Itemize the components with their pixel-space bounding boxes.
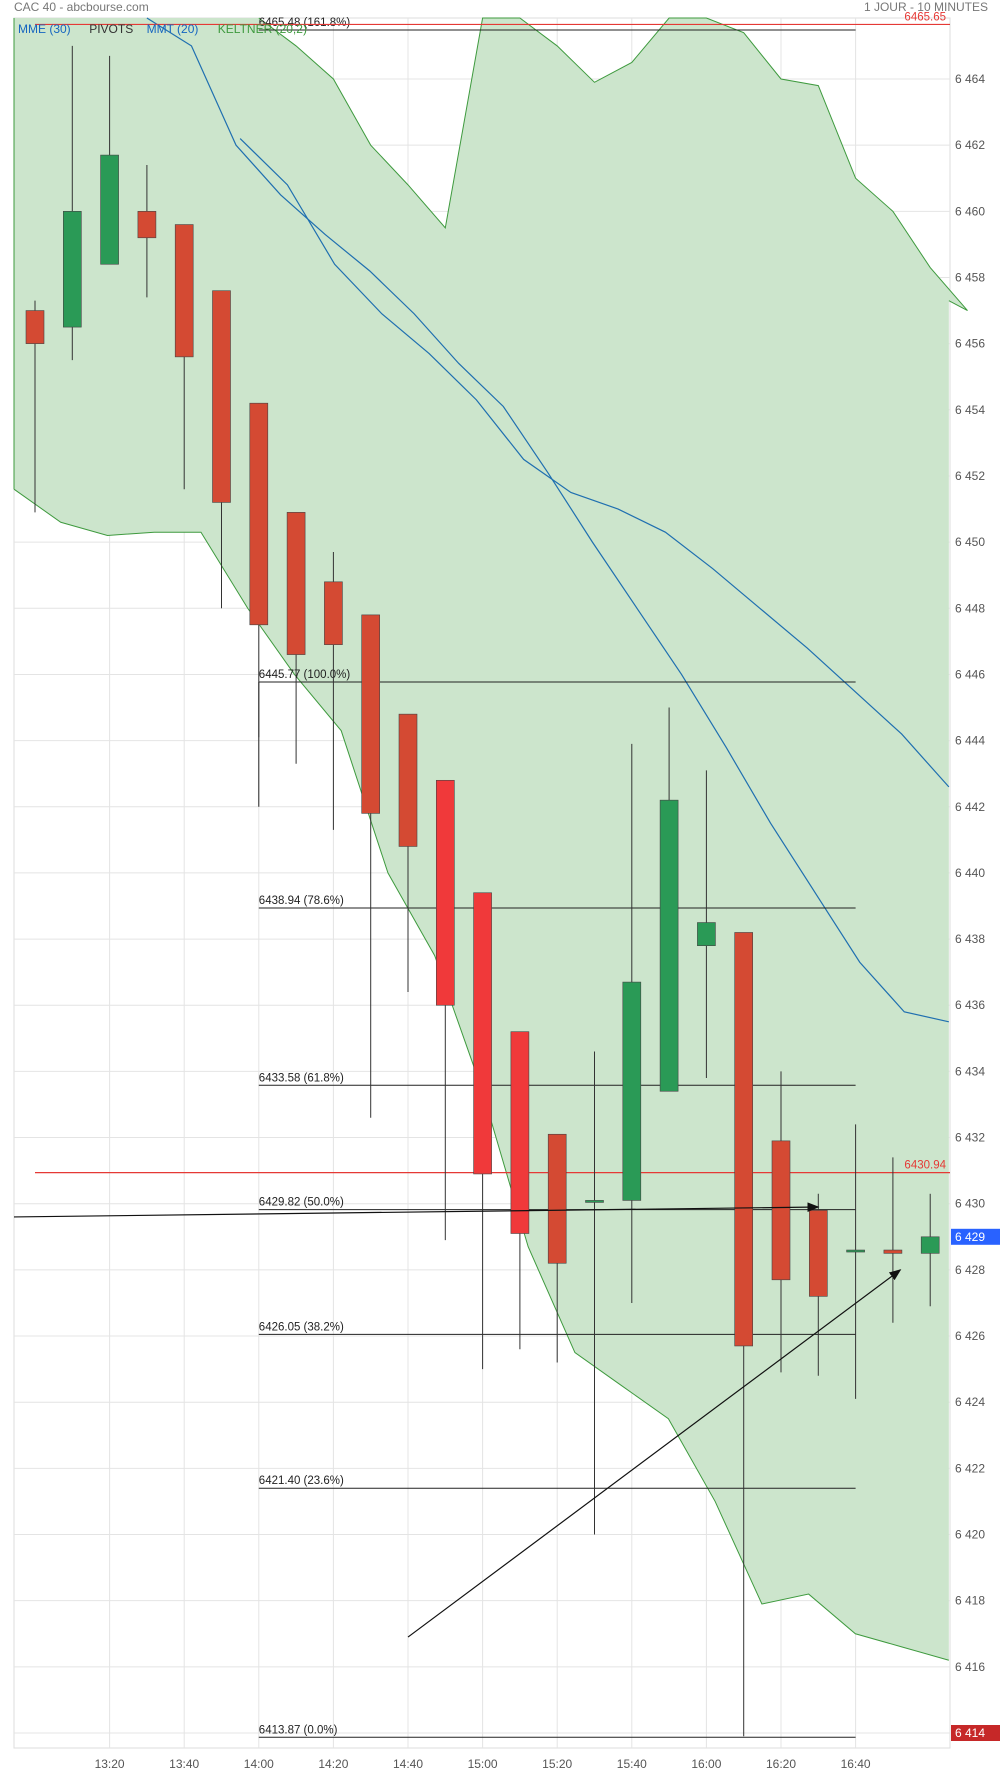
candle-body [510, 1031, 530, 1234]
y-tick-label: 6 416 [955, 1660, 985, 1674]
y-tick-label: 6 424 [955, 1395, 985, 1409]
x-tick-label: 13:40 [169, 1757, 199, 1771]
keltner-fill [14, 18, 968, 1661]
candle-body [435, 779, 455, 1006]
y-tick-label: 6 438 [955, 932, 985, 946]
candle-body [137, 211, 157, 239]
fib-label: 6465.48 (161.8%) [259, 17, 351, 29]
y-tick-label: 6 426 [955, 1329, 985, 1343]
candle-body [920, 1236, 940, 1254]
y-tick-label: 6 418 [955, 1594, 985, 1608]
x-tick-label: 16:00 [691, 1757, 721, 1771]
keltner-band [13, 17, 968, 1661]
last-price-label: 6 429 [955, 1230, 985, 1244]
last-price-tag [951, 1228, 1000, 1245]
fib-label: 6413.87 (0.0%) [259, 1724, 338, 1736]
x-tick-label: 13:20 [95, 1757, 125, 1771]
y-tick-label: 6 452 [955, 469, 985, 483]
candle-body [883, 1249, 903, 1254]
x-tick-label: 15:00 [468, 1757, 498, 1771]
x-tick-label: 14:20 [318, 1757, 348, 1771]
y-tick-label: 6 448 [955, 601, 985, 615]
y-tick-label: 6 462 [955, 138, 985, 152]
trend-lines [13, 1202, 902, 1638]
candle-body [324, 581, 343, 645]
mme30-line [146, 17, 949, 1023]
candle-body [808, 1210, 828, 1297]
candle-body [659, 799, 679, 1092]
legend: MME (30) PIVOTS MMT (20) KELTNER (20,2) [18, 22, 307, 36]
candle-body [62, 211, 82, 328]
candle-body [286, 512, 306, 655]
candle-body [174, 224, 194, 358]
candle-body [734, 932, 754, 1347]
fibonacci-levels: 6465.48 (161.8%) 6445.77 (100.0%) 6438.94 … [258, 17, 856, 1738]
y-tick-label: 6 440 [955, 866, 985, 880]
y-tick-label: 6 464 [955, 72, 985, 86]
trend-line [13, 1202, 820, 1218]
trend-line [407, 1269, 902, 1638]
fib-label: 6421.40 (23.6%) [259, 1475, 344, 1487]
y-tick-label: 6 428 [955, 1263, 985, 1277]
candle-body [585, 1200, 604, 1203]
candle-body [473, 892, 492, 1175]
candle-body [361, 614, 381, 814]
legend-item: MME (30) [18, 22, 71, 36]
period-label: 1 JOUR - 10 MINUTES [863, 0, 988, 14]
fib-label: 6426.05 (38.2%) [259, 1321, 344, 1333]
legend-item: PIVOTS [89, 22, 133, 36]
keltner-upper-line [258, 17, 968, 312]
candle-body [846, 1249, 865, 1253]
candle-body [249, 402, 269, 626]
y-tick-label: 6 432 [955, 1131, 985, 1145]
candle-body [622, 981, 642, 1201]
x-tick-label: 14:00 [244, 1757, 274, 1771]
y-tick-label: 6 442 [955, 800, 985, 814]
candle-body [398, 713, 418, 847]
fib-label: 6429.82 (50.0%) [259, 1197, 344, 1209]
y-tick-label: 6 422 [955, 1461, 985, 1475]
plot-frame [13, 17, 951, 1749]
y-tick-label: 6 436 [955, 998, 985, 1012]
chart-title: CAC 40 - abcbourse.com [14, 0, 149, 14]
moving-averages [146, 17, 950, 1023]
pivot-lines: 6465.65 6430.94 [35, 11, 950, 1174]
x-tick-label: 15:40 [617, 1757, 647, 1771]
y-tick-label: 6 434 [955, 1064, 985, 1078]
candle-body [771, 1140, 791, 1281]
y-tick-label: 6 458 [955, 270, 985, 284]
x-tick-label: 16:40 [841, 1757, 871, 1771]
y-tick-label: 6 444 [955, 734, 985, 748]
y-tick-label: 6 454 [955, 403, 985, 417]
candle-body [697, 922, 716, 946]
candle-body [100, 154, 119, 265]
min-price-tag [951, 1725, 1000, 1741]
y-tick-label: 6 460 [955, 204, 985, 218]
fib-label: 6433.58 (61.8%) [259, 1072, 344, 1084]
candle-body [547, 1133, 567, 1264]
y-tick-label: 6 420 [955, 1528, 985, 1542]
legend-item: KELTNER (20,2) [218, 22, 307, 36]
y-tick-label: 6 456 [955, 337, 985, 351]
y-tick-label: 6 430 [955, 1197, 985, 1211]
x-tick-label: 14:40 [393, 1757, 423, 1771]
fib-label: 6438.94 (78.6%) [259, 895, 344, 907]
pivot-label: 6465.65 [904, 11, 946, 23]
mmt20-line [239, 138, 950, 788]
y-tick-label: 6 446 [955, 667, 985, 681]
pivot-label: 6430.94 [904, 1160, 946, 1172]
min-price-label: 6 414 [955, 1726, 985, 1740]
candle-body [212, 290, 231, 503]
axes: 6 414 6 416 6 418 6 420 6 422 6 424 6 426 6 428… [95, 72, 1000, 1771]
y-tick-label: 6 450 [955, 535, 985, 549]
fib-label: 6445.77 (100.0%) [259, 669, 351, 681]
x-tick-label: 16:20 [766, 1757, 796, 1771]
x-tick-label: 15:20 [542, 1757, 572, 1771]
candle-body [25, 310, 45, 344]
legend-item: MMT (20) [147, 22, 199, 36]
